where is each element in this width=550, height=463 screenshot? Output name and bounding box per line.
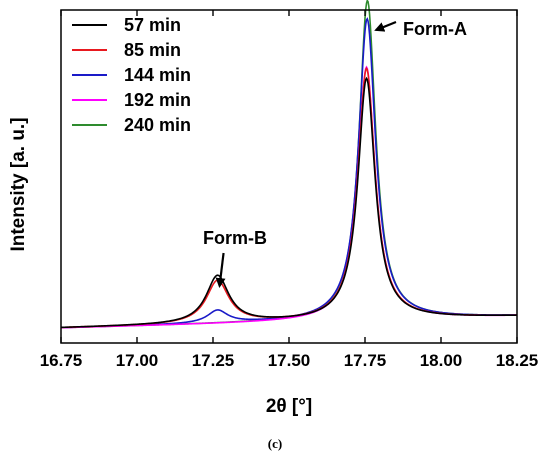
legend-label: 57 min	[124, 15, 181, 35]
legend-label: 85 min	[124, 40, 181, 60]
x-tick-label: 17.00	[116, 351, 159, 370]
form-a-label: Form-A	[403, 19, 467, 39]
legend: 57 min 85 min 144 min 192 min 240 min	[72, 15, 191, 135]
x-axis-label: 2θ [°]	[266, 396, 312, 417]
x-tick-label: 16.75	[40, 351, 83, 370]
x-tick-label: 17.25	[192, 351, 235, 370]
form-b-arrow	[215, 252, 226, 289]
figure-caption: (c)	[267, 436, 283, 451]
series-line-57-min	[60, 76, 517, 329]
series-curves	[60, 0, 518, 329]
x-tick-label: 18.00	[420, 351, 463, 370]
y-axis-label: Intensity [a. u.]	[8, 117, 29, 251]
annotations: Form-A Form-B	[203, 19, 467, 289]
x-tick-label: 18.25	[496, 351, 539, 370]
x-tick-label: 17.75	[344, 351, 387, 370]
legend-label: 192 min	[124, 90, 191, 110]
x-tick-label: 17.50	[268, 351, 311, 370]
form-a-arrow	[374, 20, 397, 32]
legend-label: 144 min	[124, 65, 191, 85]
legend-label: 240 min	[124, 115, 191, 135]
x-axis-ticks: 16.75 17.00 17.25 17.50 17.75 18.00 18.25	[40, 10, 539, 370]
form-b-label: Form-B	[203, 228, 267, 248]
